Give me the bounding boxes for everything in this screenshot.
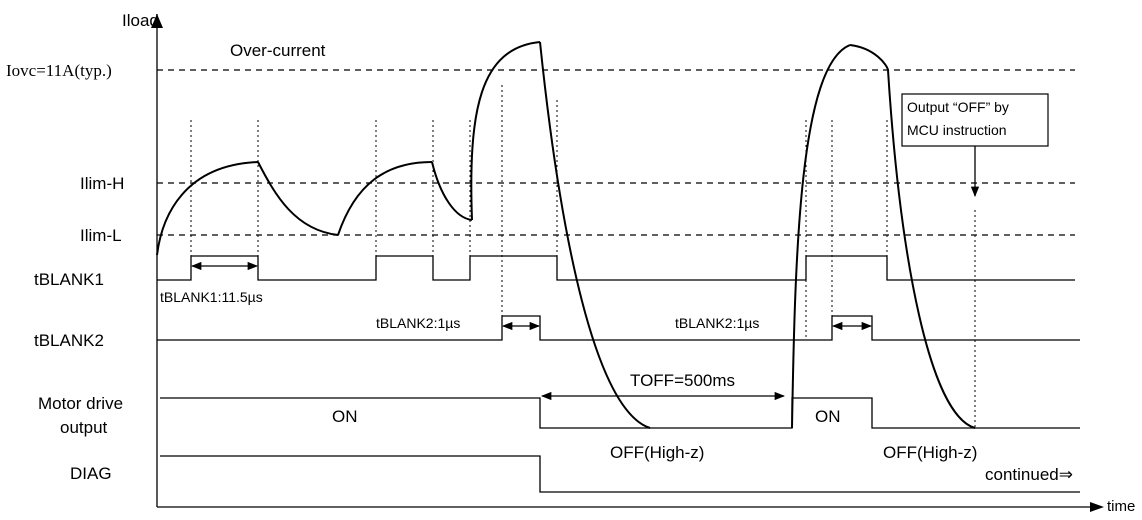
mcu-callout-box <box>901 93 1049 147</box>
current-rise-1 <box>156 161 259 256</box>
over-current-label: Over-current <box>230 41 326 60</box>
tblank1-waveform <box>157 255 1075 281</box>
motor-on-label-a: ON <box>332 407 358 426</box>
tblank1-duration-label: tBLANK1:11.5µs <box>160 289 263 305</box>
x-axis-label: time <box>1107 498 1135 515</box>
current-rise-4 <box>791 44 851 429</box>
ilim-l-label: Ilim-L <box>80 226 122 245</box>
motor-off-label-a: OFF(High-z) <box>610 443 704 462</box>
current-decay-3 <box>539 41 651 429</box>
y-axis-label: Iload <box>122 11 159 30</box>
mcu-callout-line2: MCU instruction <box>907 122 1007 138</box>
x-axis-arrowhead <box>1090 502 1104 512</box>
ilim-h-label: Ilim-H <box>80 174 124 193</box>
mcu-callout-line1: Output “OFF” by <box>907 99 1009 115</box>
motor-drive-label-line1: Motor drive <box>38 394 123 413</box>
continued-label: continued⇒ <box>985 465 1073 484</box>
tblank2-waveform <box>157 315 1080 341</box>
diag-label: DIAG <box>70 464 112 483</box>
current-peak-4 <box>849 44 889 71</box>
y-axis-arrowhead <box>151 14 163 28</box>
tblank2-duration-label-a: tBLANK2:1µs <box>376 315 460 331</box>
load-current-waveform <box>156 41 976 429</box>
iovc-label: Iovc=11A(typ.) <box>6 61 112 80</box>
motor-on-label-b: ON <box>815 407 841 426</box>
tblank1-label: tBLANK1 <box>34 270 104 289</box>
current-decay-1 <box>257 161 339 236</box>
motor-off-label-b: OFF(High-z) <box>883 443 977 462</box>
reference-lines <box>190 85 976 428</box>
motor-drive-waveform <box>160 397 1080 429</box>
motor-drive-label-line2: output <box>60 418 108 437</box>
tblank2-duration-label-b: tBLANK2:1µs <box>675 315 759 331</box>
diag-waveform <box>160 455 1080 493</box>
current-decay-2 <box>431 161 473 221</box>
current-rise-3 <box>470 41 541 221</box>
toff-label: TOFF=500ms <box>630 371 735 390</box>
current-rise-2 <box>337 161 433 236</box>
current-decay-4 <box>887 69 976 429</box>
tblank2-label: tBLANK2 <box>34 331 104 350</box>
